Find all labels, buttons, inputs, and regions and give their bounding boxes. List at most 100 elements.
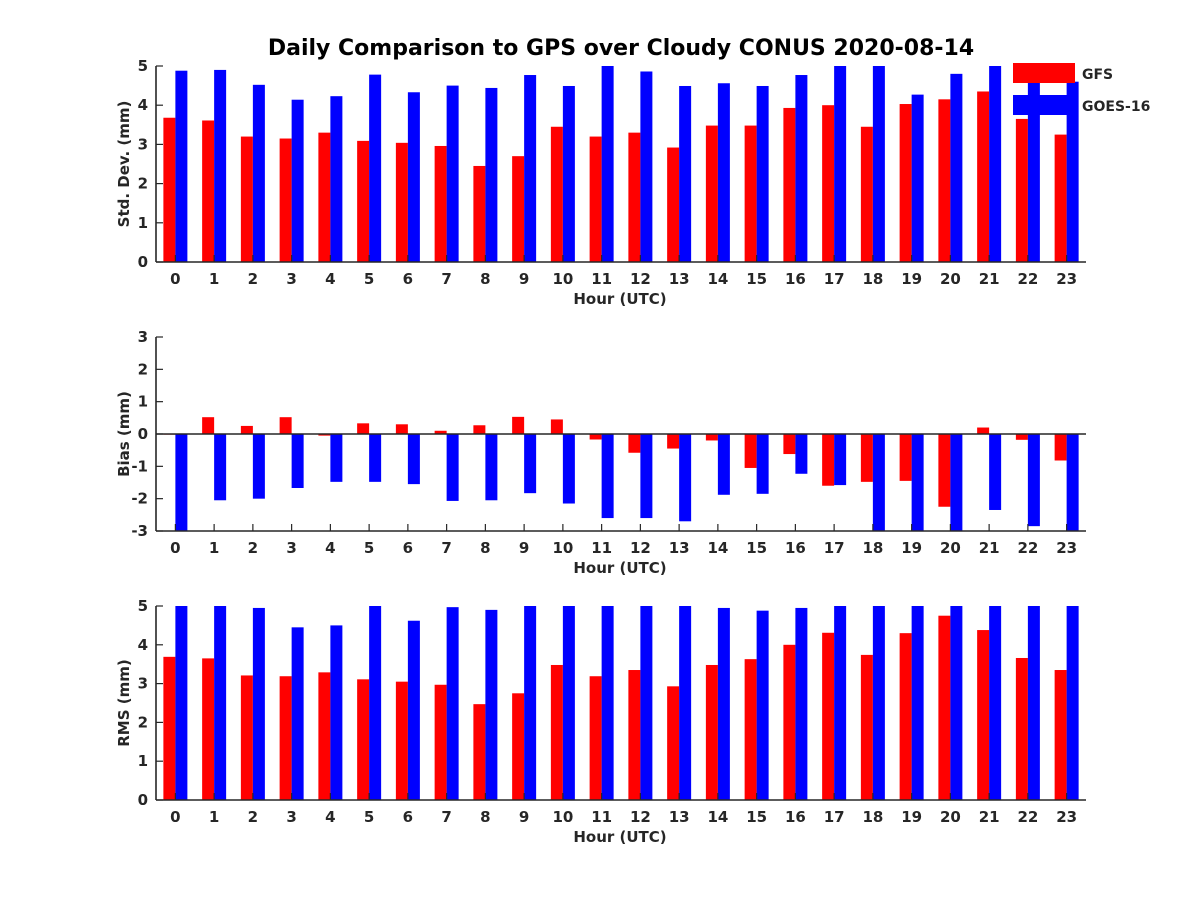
rms-xtick-label-4: 4: [325, 808, 335, 826]
rms-xtick-label-9: 9: [519, 808, 529, 826]
legend-swatch-gfs: [1013, 63, 1075, 83]
std-xtick-label-9: 9: [519, 270, 529, 288]
std-bar-gfs-18: [860, 126, 873, 262]
bias-bar-goes-16-9: [524, 434, 537, 494]
rms-xtick-label-1: 1: [209, 808, 219, 826]
bias-xtick-label-16: 16: [785, 539, 806, 557]
bias-xtick-label-2: 2: [248, 539, 258, 557]
bias-bar-goes-16-2: [252, 434, 265, 499]
rms-bar-gfs-19: [899, 633, 912, 800]
rms-bar-goes-16-14: [717, 607, 730, 800]
rms-x-axis-label: Hour (UTC): [573, 828, 666, 846]
bias-bar-goes-16-20: [950, 434, 963, 531]
rms-y-axis-label: RMS (mm): [115, 659, 133, 746]
bias-bar-goes-16-13: [679, 434, 692, 522]
std-bar-gfs-4: [318, 132, 331, 262]
bias-bar-goes-16-12: [640, 434, 653, 519]
std-bar-goes-16-1: [214, 69, 227, 262]
std-bar-gfs-8: [473, 165, 486, 262]
std-ytick-label-5: 5: [138, 57, 148, 75]
bias-bar-gfs-15: [744, 434, 757, 468]
bias-bar-gfs-12: [628, 434, 641, 453]
bias-bar-goes-16-10: [562, 434, 575, 504]
rms-xtick-label-11: 11: [591, 808, 612, 826]
std-xtick-label-2: 2: [248, 270, 258, 288]
rms-xtick-label-0: 0: [170, 808, 180, 826]
std-ytick-label-2: 2: [138, 175, 148, 193]
bias-xtick-label-10: 10: [552, 539, 573, 557]
rms-bar-goes-16-2: [252, 607, 265, 800]
rms-xtick-label-12: 12: [630, 808, 651, 826]
std-bar-goes-16-20: [950, 73, 963, 262]
std-bar-gfs-6: [395, 142, 408, 262]
std-bar-gfs-3: [279, 138, 292, 262]
std-bar-goes-16-9: [524, 75, 537, 263]
bias-ytick-label--3: -3: [131, 522, 148, 540]
bias-bar-gfs-5: [357, 423, 370, 434]
bias-bar-goes-16-0: [175, 434, 188, 531]
std-bar-goes-16-6: [407, 92, 420, 262]
std-bar-gfs-5: [357, 140, 370, 262]
chart-title: Daily Comparison to GPS over Cloudy CONU…: [268, 36, 974, 61]
bias-xtick-label-14: 14: [707, 539, 728, 557]
bias-xtick-label-6: 6: [403, 539, 413, 557]
bias-y-axis-label: Bias (mm): [115, 391, 133, 477]
bias-bar-goes-16-15: [756, 434, 769, 494]
std-bar-gfs-7: [434, 145, 447, 262]
std-xtick-label-17: 17: [824, 270, 845, 288]
rms-bar-goes-16-23: [1066, 606, 1079, 800]
rms-bar-gfs-13: [667, 686, 680, 800]
bias-xtick-label-18: 18: [862, 539, 883, 557]
bias-bar-gfs-3: [279, 417, 292, 434]
std-bar-goes-16-23: [1066, 81, 1079, 263]
std-bar-gfs-14: [705, 125, 718, 262]
std-xtick-label-19: 19: [901, 270, 922, 288]
std-xtick-label-20: 20: [940, 270, 961, 288]
rms-bar-goes-16-20: [950, 606, 963, 800]
bias-xtick-label-21: 21: [979, 539, 1000, 557]
rms-bar-gfs-3: [279, 676, 292, 800]
bias-xtick-label-13: 13: [669, 539, 690, 557]
std-bar-goes-16-10: [562, 85, 575, 263]
rms-bar-gfs-22: [1015, 657, 1028, 800]
bias-bar-goes-16-7: [446, 434, 459, 501]
rms-xtick-label-14: 14: [707, 808, 728, 826]
std-xtick-label-16: 16: [785, 270, 806, 288]
bias-xtick-label-7: 7: [441, 539, 451, 557]
bias-xtick-label-11: 11: [591, 539, 612, 557]
std-y-axis-label: Std. Dev. (mm): [115, 101, 133, 228]
bias-xtick-label-15: 15: [746, 539, 767, 557]
bias-xtick-label-4: 4: [325, 539, 335, 557]
std-bar-gfs-19: [899, 104, 912, 263]
bias-bar-gfs-19: [899, 434, 912, 481]
bias-xtick-label-17: 17: [824, 539, 845, 557]
rms-xtick-label-2: 2: [248, 808, 258, 826]
rms-xtick-label-17: 17: [824, 808, 845, 826]
std-bar-gfs-12: [628, 132, 641, 262]
rms-xtick-label-7: 7: [441, 808, 451, 826]
bias-xtick-label-5: 5: [364, 539, 374, 557]
rms-ytick-label-4: 4: [138, 636, 148, 654]
rms-bar-goes-16-17: [834, 606, 847, 800]
std-xtick-label-7: 7: [441, 270, 451, 288]
rms-ytick-label-5: 5: [138, 597, 148, 615]
bias-xtick-label-8: 8: [480, 539, 490, 557]
std-bar-goes-16-11: [601, 66, 614, 262]
std-bar-goes-16-5: [369, 74, 382, 263]
rms-ytick-label-2: 2: [138, 713, 148, 731]
bias-bar-goes-16-8: [485, 434, 498, 501]
bias-bar-goes-16-3: [291, 434, 304, 488]
std-xtick-label-8: 8: [480, 270, 490, 288]
rms-xtick-label-8: 8: [480, 808, 490, 826]
rms-bar-goes-16-7: [446, 607, 459, 800]
std-xtick-label-6: 6: [403, 270, 413, 288]
rms-bar-gfs-20: [938, 615, 951, 800]
bias-bar-gfs-6: [395, 424, 408, 434]
rms-xtick-label-23: 23: [1056, 808, 1077, 826]
rms-xtick-label-19: 19: [901, 808, 922, 826]
std-xtick-label-4: 4: [325, 270, 335, 288]
rms-bar-goes-16-12: [640, 606, 653, 800]
bias-bar-gfs-9: [512, 416, 525, 434]
rms-bar-gfs-12: [628, 670, 641, 800]
